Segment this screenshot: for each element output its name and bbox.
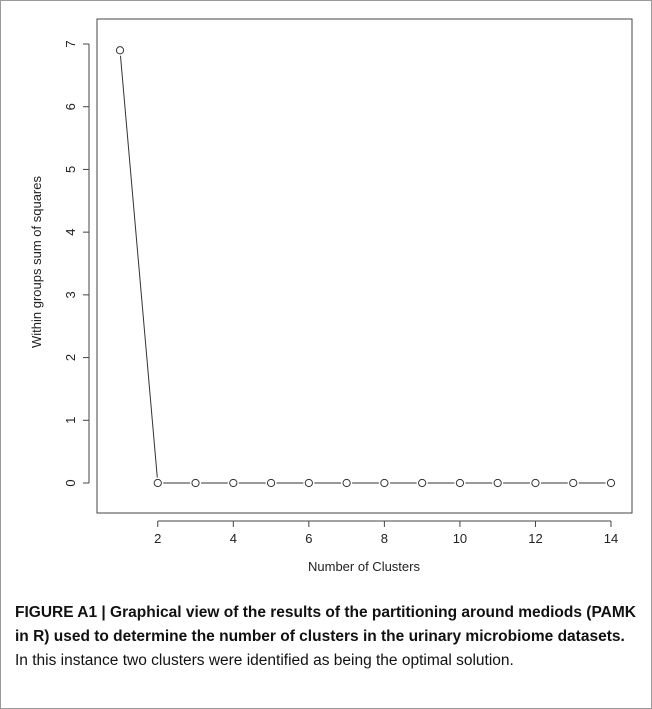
y-axis: 0 1 2 3 4 5 6 7 bbox=[63, 40, 90, 487]
data-point bbox=[380, 478, 389, 488]
x-tick-label: 2 bbox=[154, 531, 161, 546]
x-tick-label: 12 bbox=[528, 531, 542, 546]
figure-caption: FIGURE A1 | Graphical view of the result… bbox=[15, 601, 639, 673]
y-tick-label: 1 bbox=[63, 417, 78, 424]
y-axis-label: Within groups sum of squares bbox=[29, 176, 44, 348]
x-tick-label: 10 bbox=[453, 531, 467, 546]
data-point bbox=[304, 478, 313, 488]
data-point bbox=[115, 46, 125, 55]
y-tick-label: 5 bbox=[63, 166, 78, 173]
y-tick-label: 3 bbox=[63, 291, 78, 298]
caption-bold: FIGURE A1 | Graphical view of the result… bbox=[15, 604, 636, 645]
caption-text: In this instance two clusters were ident… bbox=[15, 652, 514, 669]
x-tick-label: 14 bbox=[604, 531, 618, 546]
data-point bbox=[342, 478, 351, 488]
data-point bbox=[493, 478, 502, 488]
y-tick-label: 4 bbox=[63, 229, 78, 236]
series bbox=[115, 46, 616, 488]
x-axis-label: Number of Clusters bbox=[308, 559, 420, 574]
series-line-segment bbox=[119, 55, 158, 478]
x-tick-label: 6 bbox=[305, 531, 312, 546]
x-tick-label: 8 bbox=[381, 531, 388, 546]
data-point bbox=[418, 478, 427, 488]
data-point bbox=[266, 478, 276, 488]
data-point bbox=[606, 478, 616, 488]
data-point bbox=[153, 478, 162, 488]
y-tick-label: 2 bbox=[63, 354, 78, 361]
y-tick-label: 6 bbox=[63, 103, 78, 110]
y-tick-label: 0 bbox=[63, 479, 78, 486]
data-point bbox=[191, 478, 200, 488]
data-point bbox=[229, 478, 238, 488]
data-point bbox=[531, 478, 540, 488]
data-point bbox=[569, 478, 578, 488]
plot-box bbox=[96, 18, 633, 514]
x-tick-label: 4 bbox=[230, 531, 237, 546]
x-axis: 2 4 6 8 10 12 14 bbox=[154, 520, 618, 546]
data-point bbox=[455, 478, 465, 488]
y-tick-label: 7 bbox=[63, 40, 78, 47]
